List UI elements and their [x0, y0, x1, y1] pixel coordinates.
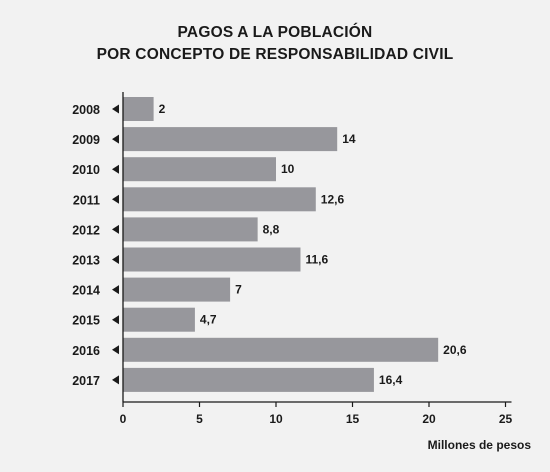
value-label: 20,6	[443, 343, 467, 357]
bar	[123, 307, 195, 332]
value-label: 10	[281, 162, 295, 176]
x-axis-title: Millones de pesos	[428, 438, 532, 452]
category-marker	[112, 255, 119, 264]
category-marker	[112, 104, 119, 114]
category-label: 2016	[72, 344, 100, 358]
x-tick-label: 5	[196, 412, 203, 426]
category-marker	[112, 224, 119, 234]
x-tick-label: 0	[120, 412, 127, 426]
bar	[123, 157, 276, 182]
x-tick-label: 25	[499, 412, 513, 426]
category-label: 2014	[72, 284, 100, 298]
category-marker	[112, 315, 119, 325]
category-label: 2015	[72, 314, 100, 328]
bar	[123, 187, 316, 212]
chart-title: PAGOS A LA POBLACIÓN	[177, 24, 373, 41]
category-marker	[112, 134, 119, 144]
x-tick-label: 20	[422, 412, 436, 426]
value-label: 14	[342, 132, 356, 146]
x-tick-label: 15	[346, 412, 360, 426]
value-label: 2	[159, 102, 166, 116]
category-label: 2012	[72, 223, 100, 237]
bar	[123, 217, 258, 242]
bar	[123, 337, 439, 362]
bar	[123, 367, 374, 392]
category-label: 2013	[72, 254, 100, 268]
category-marker	[112, 285, 119, 295]
category-label: 2017	[72, 374, 100, 388]
value-label: 7	[235, 283, 242, 297]
value-label: 8,8	[263, 222, 280, 236]
category-label: 2009	[72, 133, 100, 147]
value-label: 4,7	[200, 313, 217, 327]
category-marker	[112, 194, 119, 204]
category-marker	[112, 345, 119, 355]
bar	[123, 277, 231, 302]
chart-subtitle: POR CONCEPTO DE RESPONSABILIDAD CIVIL	[96, 46, 454, 63]
bar	[123, 97, 154, 121]
category-marker	[112, 164, 119, 174]
value-label: 12,6	[321, 192, 345, 206]
value-label: 11,6	[305, 253, 328, 267]
category-marker	[112, 375, 119, 385]
bar	[123, 247, 301, 272]
x-tick-label: 10	[269, 412, 283, 426]
category-label: 2011	[73, 193, 100, 207]
value-label: 16,4	[379, 373, 403, 387]
bar	[123, 127, 338, 152]
category-label: 2008	[72, 103, 100, 117]
category-label: 2010	[72, 163, 100, 177]
